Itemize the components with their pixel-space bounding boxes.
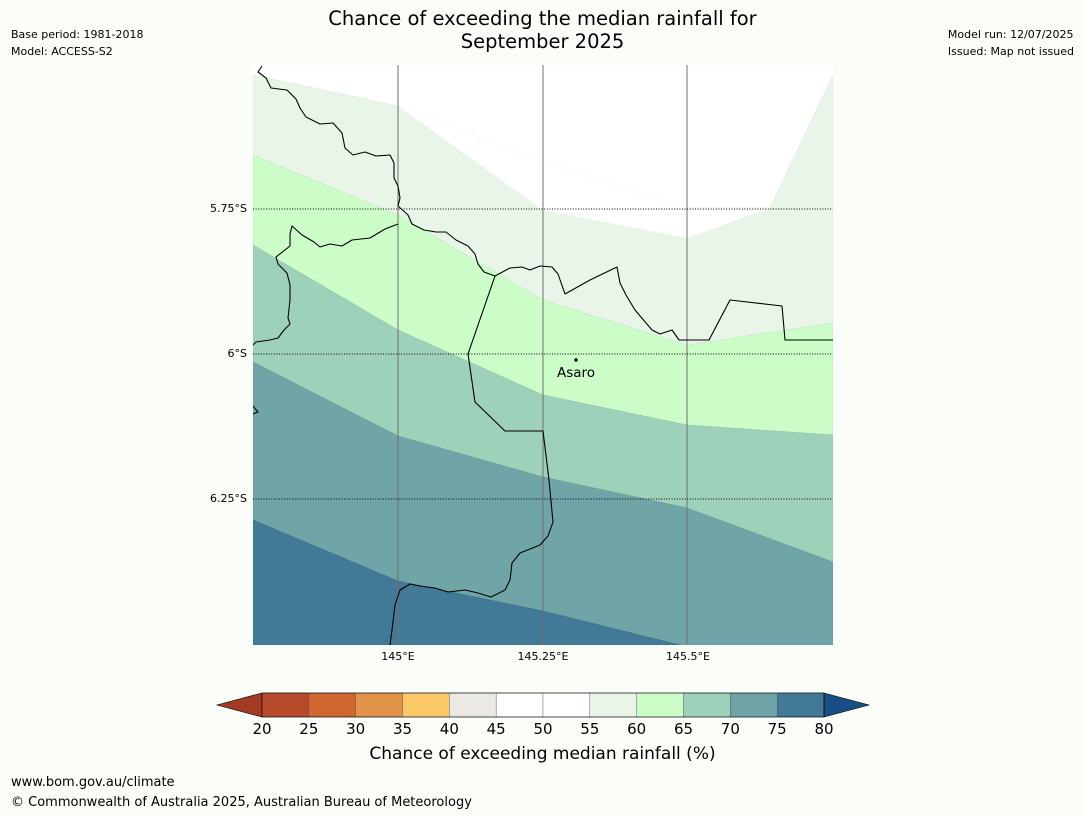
footer-url[interactable]: www.bom.gov.au/climate: [11, 775, 175, 790]
lon-label-145: 145°E: [381, 650, 415, 663]
lon-label-145-25: 145.25°E: [517, 650, 569, 663]
colorbar-segment: [261, 692, 310, 718]
colorbar-tick-label: 55: [580, 720, 600, 738]
colorbar-extend-low: [215, 692, 263, 718]
colorbar-tick-label: 35: [392, 720, 413, 738]
meta-right: Model run: 12/07/2025 Issued: Map not is…: [948, 26, 1074, 60]
colorbar-segment: [308, 692, 356, 718]
colorbar-segment: [683, 692, 731, 718]
base-period: Base period: 1981-2018: [11, 28, 144, 41]
colorbar-tick-label: 75: [767, 720, 787, 738]
colorbar-tick-label: 80: [814, 720, 834, 738]
province-boundaries: [253, 65, 833, 645]
model-name: Model: ACCESS-S2: [11, 45, 113, 58]
colorbar-tick-label: 45: [486, 720, 506, 738]
issued-status: Issued: Map not issued: [947, 45, 1074, 58]
colorbar-tick-label: 20: [252, 720, 272, 738]
band-50-55: [398, 106, 770, 238]
colorbar-tick-label: 65: [673, 720, 694, 738]
colorbar-segment: [355, 692, 403, 718]
boundary-west-fragment: [253, 405, 259, 415]
boundary-west-upper: [253, 223, 399, 346]
colorbar-tick-label: 60: [627, 720, 647, 738]
map-title: Chance of exceeding the median rainfall …: [0, 7, 1085, 53]
colorbar-segment: [542, 692, 591, 718]
colorbar-tick-label: 70: [720, 720, 740, 738]
model-run: Model run: 12/07/2025: [947, 28, 1074, 41]
colorbar-segment: [730, 692, 778, 718]
colorbar-outline: [261, 692, 825, 718]
colorbar-segment: [495, 692, 544, 718]
lat-label-6-25: 6.25°S: [210, 492, 247, 505]
colorbar-tick-label: 50: [533, 720, 553, 738]
lat-label-5-75: 5.75°S: [210, 202, 247, 215]
colorbar-tick-label: 40: [439, 720, 459, 738]
map-panel: [253, 65, 833, 645]
band-75-80: [253, 519, 681, 645]
place-label-asaro: Asaro: [557, 365, 596, 381]
footer-copyright: © Commonwealth of Australia 2025, Austra…: [11, 795, 472, 810]
lon-label-145-5: 145.5°E: [666, 650, 710, 663]
colorbar: [215, 692, 871, 718]
meta-left: Base period: 1981-2018 Model: ACCESS-S2: [11, 26, 143, 60]
colorbar-tick-label: 25: [299, 720, 319, 738]
asaro-marker: [574, 358, 578, 362]
title-line-1: Chance of exceeding the median rainfall …: [328, 7, 757, 30]
boundary-eastern-highlands: [389, 275, 554, 645]
boundary-north: [257, 65, 833, 341]
colorbar-segment: [449, 692, 497, 718]
colorbar-segment: [776, 692, 825, 718]
colorbar-segment: [636, 692, 684, 718]
parallels: [253, 208, 833, 500]
colorbar-tick-label: 30: [346, 720, 366, 738]
colorbar-segment: [589, 692, 637, 718]
colorbar-segment: [402, 692, 450, 718]
meridians: [397, 65, 688, 645]
lat-label-6: 6°S: [227, 347, 247, 360]
colorbar-label: Chance of exceeding median rainfall (%): [369, 744, 716, 764]
title-line-2: September 2025: [460, 30, 625, 53]
colorbar-extend-high: [823, 692, 871, 718]
